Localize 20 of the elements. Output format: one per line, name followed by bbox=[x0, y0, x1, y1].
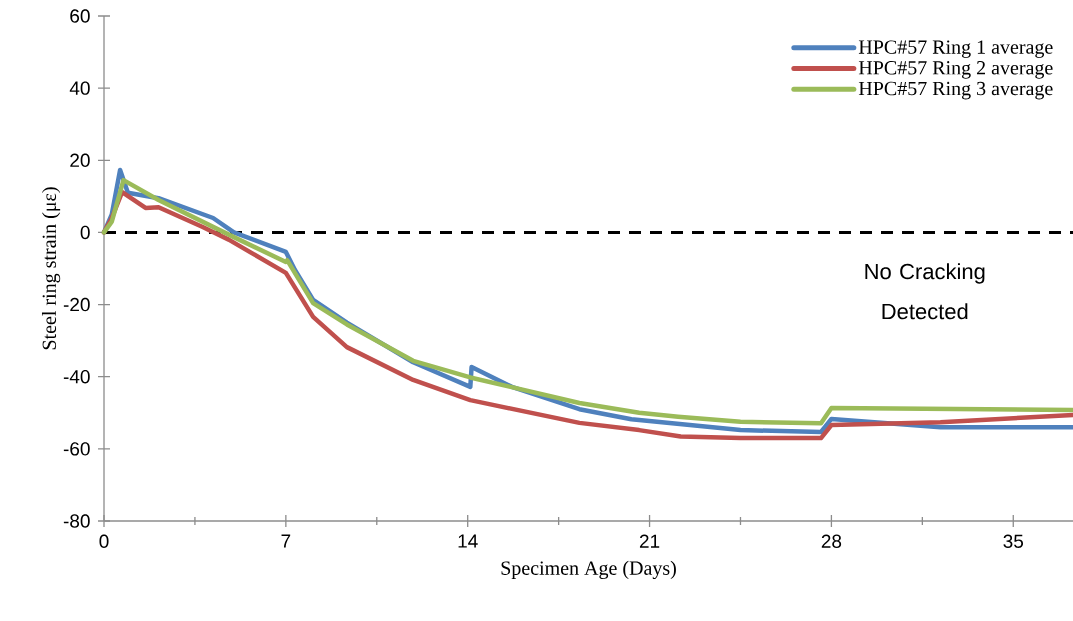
y-tick-label: 20 bbox=[70, 153, 90, 168]
y-tick-label: 60 bbox=[70, 9, 90, 23]
legend-label: HPC#57 Ring 2 average bbox=[858, 61, 1053, 79]
y-tick-label: -60 bbox=[63, 442, 90, 456]
y-tick-label: -80 bbox=[63, 514, 90, 528]
y-axis-title: Steel ring strain (με) bbox=[41, 187, 61, 350]
x-tick-label: 21 bbox=[639, 534, 660, 548]
legend-label: HPC#57 Ring 1 average bbox=[858, 40, 1053, 58]
y-tick-label: 40 bbox=[69, 81, 90, 95]
x-tick-label: 28 bbox=[821, 534, 842, 548]
y-tick-label: -40 bbox=[63, 369, 90, 384]
y-tick-label: -20 bbox=[63, 297, 90, 312]
x-tick-label: 7 bbox=[281, 534, 291, 548]
legend-label: HPC#57 Ring 3 average bbox=[858, 81, 1053, 100]
y-tick-label: 0 bbox=[80, 225, 90, 240]
x-tick-label: 14 bbox=[458, 534, 478, 548]
x-axis-title: Specimen Age (Days) bbox=[501, 560, 676, 579]
x-tick-label: 0 bbox=[99, 534, 109, 548]
annotation: No Cracking Detected bbox=[865, 263, 985, 320]
x-tick-label: 35 bbox=[1003, 534, 1024, 548]
